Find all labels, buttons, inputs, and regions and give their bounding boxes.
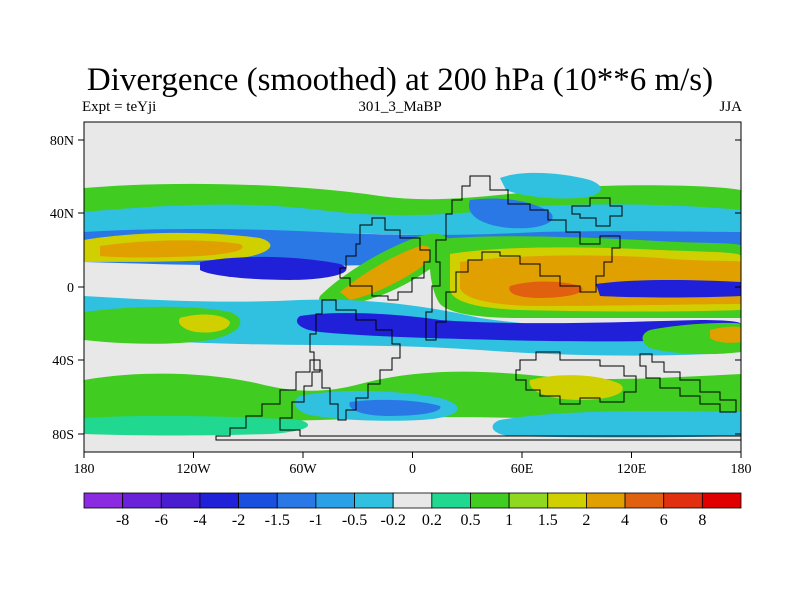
contour-cyan-north	[84, 204, 741, 237]
colorbar-swatch	[470, 492, 510, 509]
colorbar-label: -0.2	[381, 512, 406, 529]
colorbar-swatch	[663, 492, 703, 509]
colorbar-swatch	[547, 492, 587, 509]
colorbar-label: 4	[621, 512, 629, 529]
experiment-label: Expt = teYji	[82, 99, 157, 115]
colorbar-swatch	[276, 492, 317, 509]
colorbar-label: -0.5	[342, 512, 367, 529]
contour-navy-center	[200, 256, 347, 280]
colorbar-swatch	[392, 492, 433, 509]
contour-navy-strop	[296, 313, 741, 342]
contour-yellow-south	[529, 375, 623, 400]
colorbar-swatch	[508, 492, 549, 509]
contour-cyan-southeast	[492, 410, 741, 438]
colorbar-swatch	[624, 492, 665, 509]
colorbar-swatch	[238, 492, 278, 509]
colorbar-label: 1	[505, 512, 513, 529]
lon-tick-label: 0	[409, 462, 416, 477]
lat-axis: 80N 40N 0 40S 80S	[50, 134, 741, 443]
colorbar: -8 -6 -4 -2 -1.5 -1 -0.5 -0.2 0.2 0.5 1 1.5 2 4 6 8	[83, 492, 742, 529]
contour-navy-indian	[596, 280, 741, 298]
lat-tick-label: 80N	[50, 134, 74, 149]
colorbar-swatch	[160, 492, 201, 509]
outline-americas	[339, 217, 431, 301]
season-label: JJA	[719, 99, 742, 115]
lon-tick-label: 60W	[289, 462, 317, 477]
colorbar-label: 1.5	[538, 512, 558, 529]
colorbar-label: 0.5	[460, 512, 480, 529]
lon-tick-label: 180	[74, 462, 95, 477]
colorbar-swatch	[354, 492, 394, 509]
colorbar-swatch	[431, 492, 471, 509]
colorbar-label: -2	[232, 512, 245, 529]
lat-tick-label: 0	[67, 281, 74, 296]
colorbar-swatch	[83, 492, 124, 509]
colorbar-label: 0.2	[422, 512, 442, 529]
colorbar-label: -1.5	[265, 512, 290, 529]
colorbar-label: -1	[309, 512, 322, 529]
contour-blue-south	[349, 399, 441, 416]
lon-tick-label: 120W	[176, 462, 211, 477]
outline-oceania	[639, 353, 737, 413]
lon-tick-label: 180	[731, 462, 752, 477]
continent-outlines	[215, 175, 742, 441]
colorbar-label: 6	[660, 512, 668, 529]
run-label: 301_3_MaBP	[358, 99, 442, 115]
outline-africa-eurasia	[425, 175, 621, 341]
lat-tick-label: 80S	[52, 428, 74, 443]
outline-antarctica	[215, 359, 742, 441]
outline-australia	[515, 351, 637, 405]
outline-asia-pacific	[571, 197, 623, 227]
colorbar-label: 2	[582, 512, 590, 529]
lon-axis: 180 120W 60W 0 60E 120E 180	[74, 452, 752, 477]
colorbar-swatch	[199, 492, 239, 509]
contour-blue-arctic	[468, 198, 553, 229]
map-title: Divergence (smoothed) at 200 hPa (10**6 …	[86, 62, 714, 98]
contour-cyan-arctic	[500, 172, 601, 199]
colorbar-label: -6	[155, 512, 168, 529]
colorbar-swatch	[315, 492, 355, 509]
contour-orange-nw	[100, 240, 243, 258]
lat-tick-label: 40N	[50, 207, 74, 222]
colorbar-swatch	[586, 492, 626, 509]
outline-south-america	[309, 299, 401, 421]
lat-tick-label: 40S	[52, 354, 74, 369]
colorbar-swatch	[701, 492, 742, 509]
colorbar-swatch	[122, 492, 162, 509]
contour-green-polar	[84, 415, 309, 436]
contour-yellow-sw	[178, 314, 230, 333]
colorbar-label: -8	[116, 512, 129, 529]
colorbar-label: -4	[193, 512, 206, 529]
contour-orange-se	[710, 326, 741, 343]
lon-tick-label: 60E	[511, 462, 534, 477]
colorbar-label: 8	[698, 512, 706, 529]
lon-tick-label: 120E	[617, 462, 647, 477]
